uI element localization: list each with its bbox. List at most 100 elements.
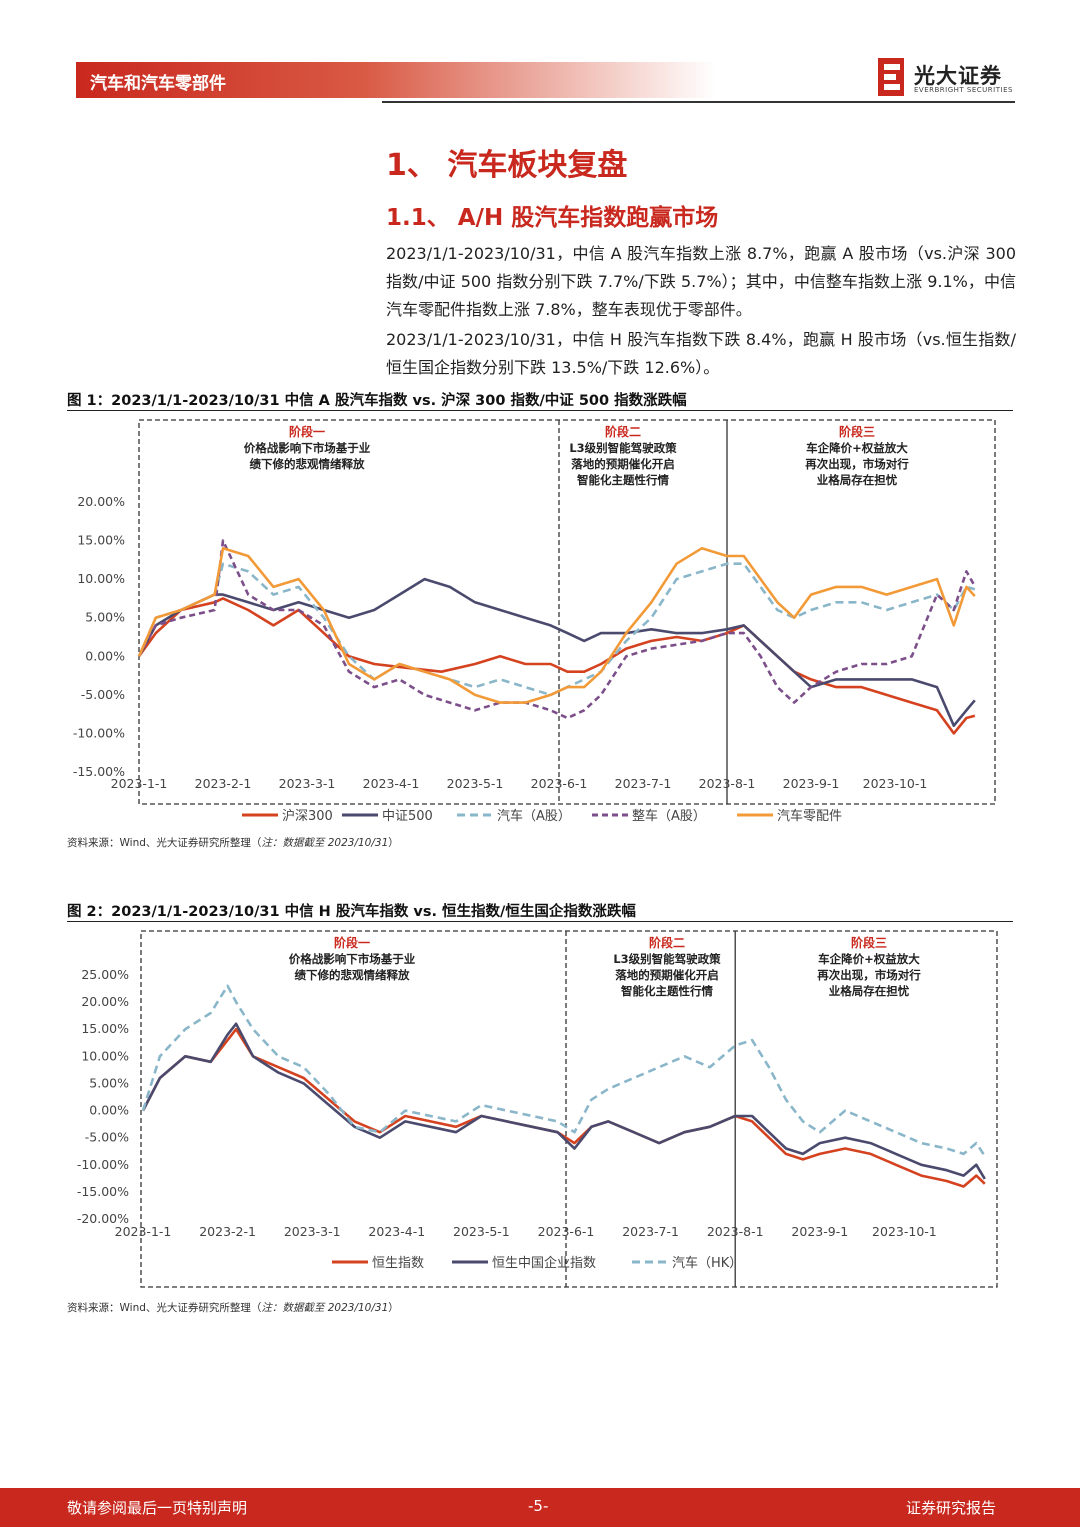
y-tick-label: 10.00%: [77, 571, 125, 586]
series-line-2: [137, 577, 976, 728]
stage-title: 阶段三: [851, 935, 887, 950]
heading-1: 1、 汽车板块复盘: [386, 148, 628, 183]
x-tick-label: 2023-10-1: [863, 776, 928, 791]
stage-desc-line: L3级别智能驾驶政策: [613, 952, 721, 966]
x-tick-label: 2023-7-1: [615, 776, 672, 791]
y-tick-label: 15.00%: [77, 533, 125, 548]
heading-2: 1.1、 A/H 股汽车指数跑赢市场: [386, 205, 719, 231]
x-tick-label: 2023-9-1: [783, 776, 840, 791]
paragraph-h-share: 2023/1/1-2023/10/31，中信 H 股汽车指数下跌 8.4%，跑赢…: [386, 330, 1016, 377]
footer-band: [0, 1488, 1080, 1527]
stage-desc-line: 车企降价+权益放大: [806, 441, 908, 455]
legend-label-4: 整车（A股）: [632, 808, 706, 824]
x-tick-label: 2023-3-1: [279, 776, 336, 791]
stage-desc-line: 再次出现，市场对行: [805, 457, 909, 471]
stage-desc-line: 落地的预期催化开启: [571, 457, 675, 471]
header-section-title: 汽车和汽车零部件: [90, 74, 226, 94]
stage-frame: [138, 419, 996, 805]
x-tick-label: 2023-8-1: [707, 1224, 764, 1239]
stage-desc-line: L3级别智能驾驶政策: [569, 441, 677, 455]
y-tick-label: 5.00%: [89, 1075, 129, 1090]
figure-1-note: 注：数据截至 2023/10/31: [261, 837, 389, 849]
y-tick-label: -15.00%: [77, 1184, 129, 1199]
x-tick-label: 2023-2-1: [195, 776, 252, 791]
x-tick-label: 2023-7-1: [622, 1224, 679, 1239]
header-band: [76, 62, 716, 98]
x-tick-label: 2023-10-1: [872, 1224, 937, 1239]
figure-2-rule: [67, 921, 1013, 922]
y-tick-label: 0.00%: [85, 648, 125, 663]
legend-label-2: 恒生中国企业指数: [492, 1255, 596, 1271]
footer-page-number: -5-: [528, 1497, 549, 1515]
logo-cn: 光大证券: [914, 64, 1002, 88]
stage-desc-line: 智能化主题性行情: [577, 473, 669, 487]
footer-disclaimer: 敬请参阅最后一页特别声明: [67, 1499, 248, 1517]
y-tick-label: 0.00%: [89, 1103, 129, 1118]
x-tick-label: 2023-4-1: [363, 776, 420, 791]
figure-2-source: 资料来源：Wind、光大证券研究所整理（注：数据截至 2023/10/31）: [67, 1302, 399, 1314]
stage-title: 阶段一: [289, 424, 325, 439]
stage-title: 阶段二: [605, 424, 641, 439]
y-tick-label: -5.00%: [85, 1130, 129, 1145]
x-tick-label: 2023-9-1: [791, 1224, 848, 1239]
header-rule: [382, 101, 1015, 103]
y-tick-label: -5.00%: [81, 687, 125, 702]
stage-desc-line: 价格战影响下市场基于业: [244, 441, 371, 455]
y-tick-label: -10.00%: [73, 725, 125, 740]
stage-desc-line: 业格局存在担忧: [829, 984, 910, 998]
x-tick-label: 2023-1-1: [115, 1224, 172, 1239]
x-tick-label: 2023-6-1: [538, 1224, 595, 1239]
x-tick-label: 2023-4-1: [368, 1224, 425, 1239]
y-tick-label: 20.00%: [81, 994, 129, 1009]
legend-label-3: 汽车（A股）: [497, 808, 571, 824]
stage-desc-line: 业格局存在担忧: [817, 473, 898, 487]
stage-desc-line: 绩下修的悲观情绪释放: [295, 968, 410, 982]
y-tick-label: 25.00%: [81, 967, 129, 982]
stage-frame: [140, 930, 998, 1288]
stage-desc-line: 落地的预期催化开启: [615, 968, 719, 982]
y-tick-label: -20.00%: [77, 1211, 129, 1226]
stage-desc-line: 绩下修的悲观情绪释放: [250, 457, 365, 471]
series-line-2: [141, 1022, 986, 1180]
series-line-4: [137, 539, 976, 720]
stage-title: 阶段二: [649, 935, 685, 950]
y-tick-label: 10.00%: [81, 1048, 129, 1063]
logo-en: EVERBRIGHT SECURITIES: [914, 86, 1013, 94]
x-tick-label: 2023-6-1: [531, 776, 588, 791]
figure-1-title: 图 1：2023/1/1-2023/10/31 中信 A 股汽车指数 vs. 沪…: [67, 393, 687, 409]
x-tick-label: 2023-5-1: [453, 1224, 510, 1239]
series-line-1: [137, 597, 976, 735]
y-tick-label: -15.00%: [73, 764, 125, 779]
figure-2-note: 注：数据截至 2023/10/31: [261, 1302, 389, 1314]
stage-desc-line: 智能化主题性行情: [621, 984, 713, 998]
series-line-3: [141, 984, 986, 1157]
legend-label-3: 汽车（HK）: [672, 1255, 742, 1271]
legend-label-2: 中证500: [382, 809, 433, 824]
logo-icon: [878, 58, 904, 96]
series-line-1: [141, 1027, 986, 1188]
stage-title: 阶段三: [839, 424, 875, 439]
legend-label-1: 沪深300: [282, 808, 333, 824]
footer-report-type: 证券研究报告: [906, 1499, 997, 1517]
y-tick-label: -10.00%: [77, 1157, 129, 1172]
stage-desc-line: 车企降价+权益放大: [818, 952, 920, 966]
figure-1-rule: [67, 410, 1013, 411]
paragraph-a-share: 2023/1/1-2023/10/31，中信 A 股汽车指数上涨 8.7%，跑赢…: [386, 244, 1016, 319]
x-tick-label: 2023-5-1: [447, 776, 504, 791]
legend-label-1: 恒生指数: [372, 1256, 424, 1271]
legend-label-5: 汽车零配件: [777, 808, 842, 824]
series-line-5: [137, 547, 976, 704]
figure-1-source: 资料来源：Wind、光大证券研究所整理（注：数据截至 2023/10/31）: [67, 837, 399, 849]
stage-desc-line: 再次出现，市场对行: [817, 968, 921, 982]
stage-title: 阶段一: [334, 935, 370, 950]
figure-2-title: 图 2：2023/1/1-2023/10/31 中信 H 股汽车指数 vs. 恒…: [67, 904, 636, 920]
x-tick-label: 2023-1-1: [111, 776, 168, 791]
x-tick-label: 2023-2-1: [199, 1224, 256, 1239]
x-tick-label: 2023-3-1: [284, 1224, 341, 1239]
stage-desc-line: 价格战影响下市场基于业: [289, 952, 416, 966]
y-tick-label: 15.00%: [81, 1021, 129, 1036]
x-tick-label: 2023-8-1: [699, 776, 756, 791]
y-tick-label: 5.00%: [85, 610, 125, 625]
y-tick-label: 20.00%: [77, 494, 125, 509]
